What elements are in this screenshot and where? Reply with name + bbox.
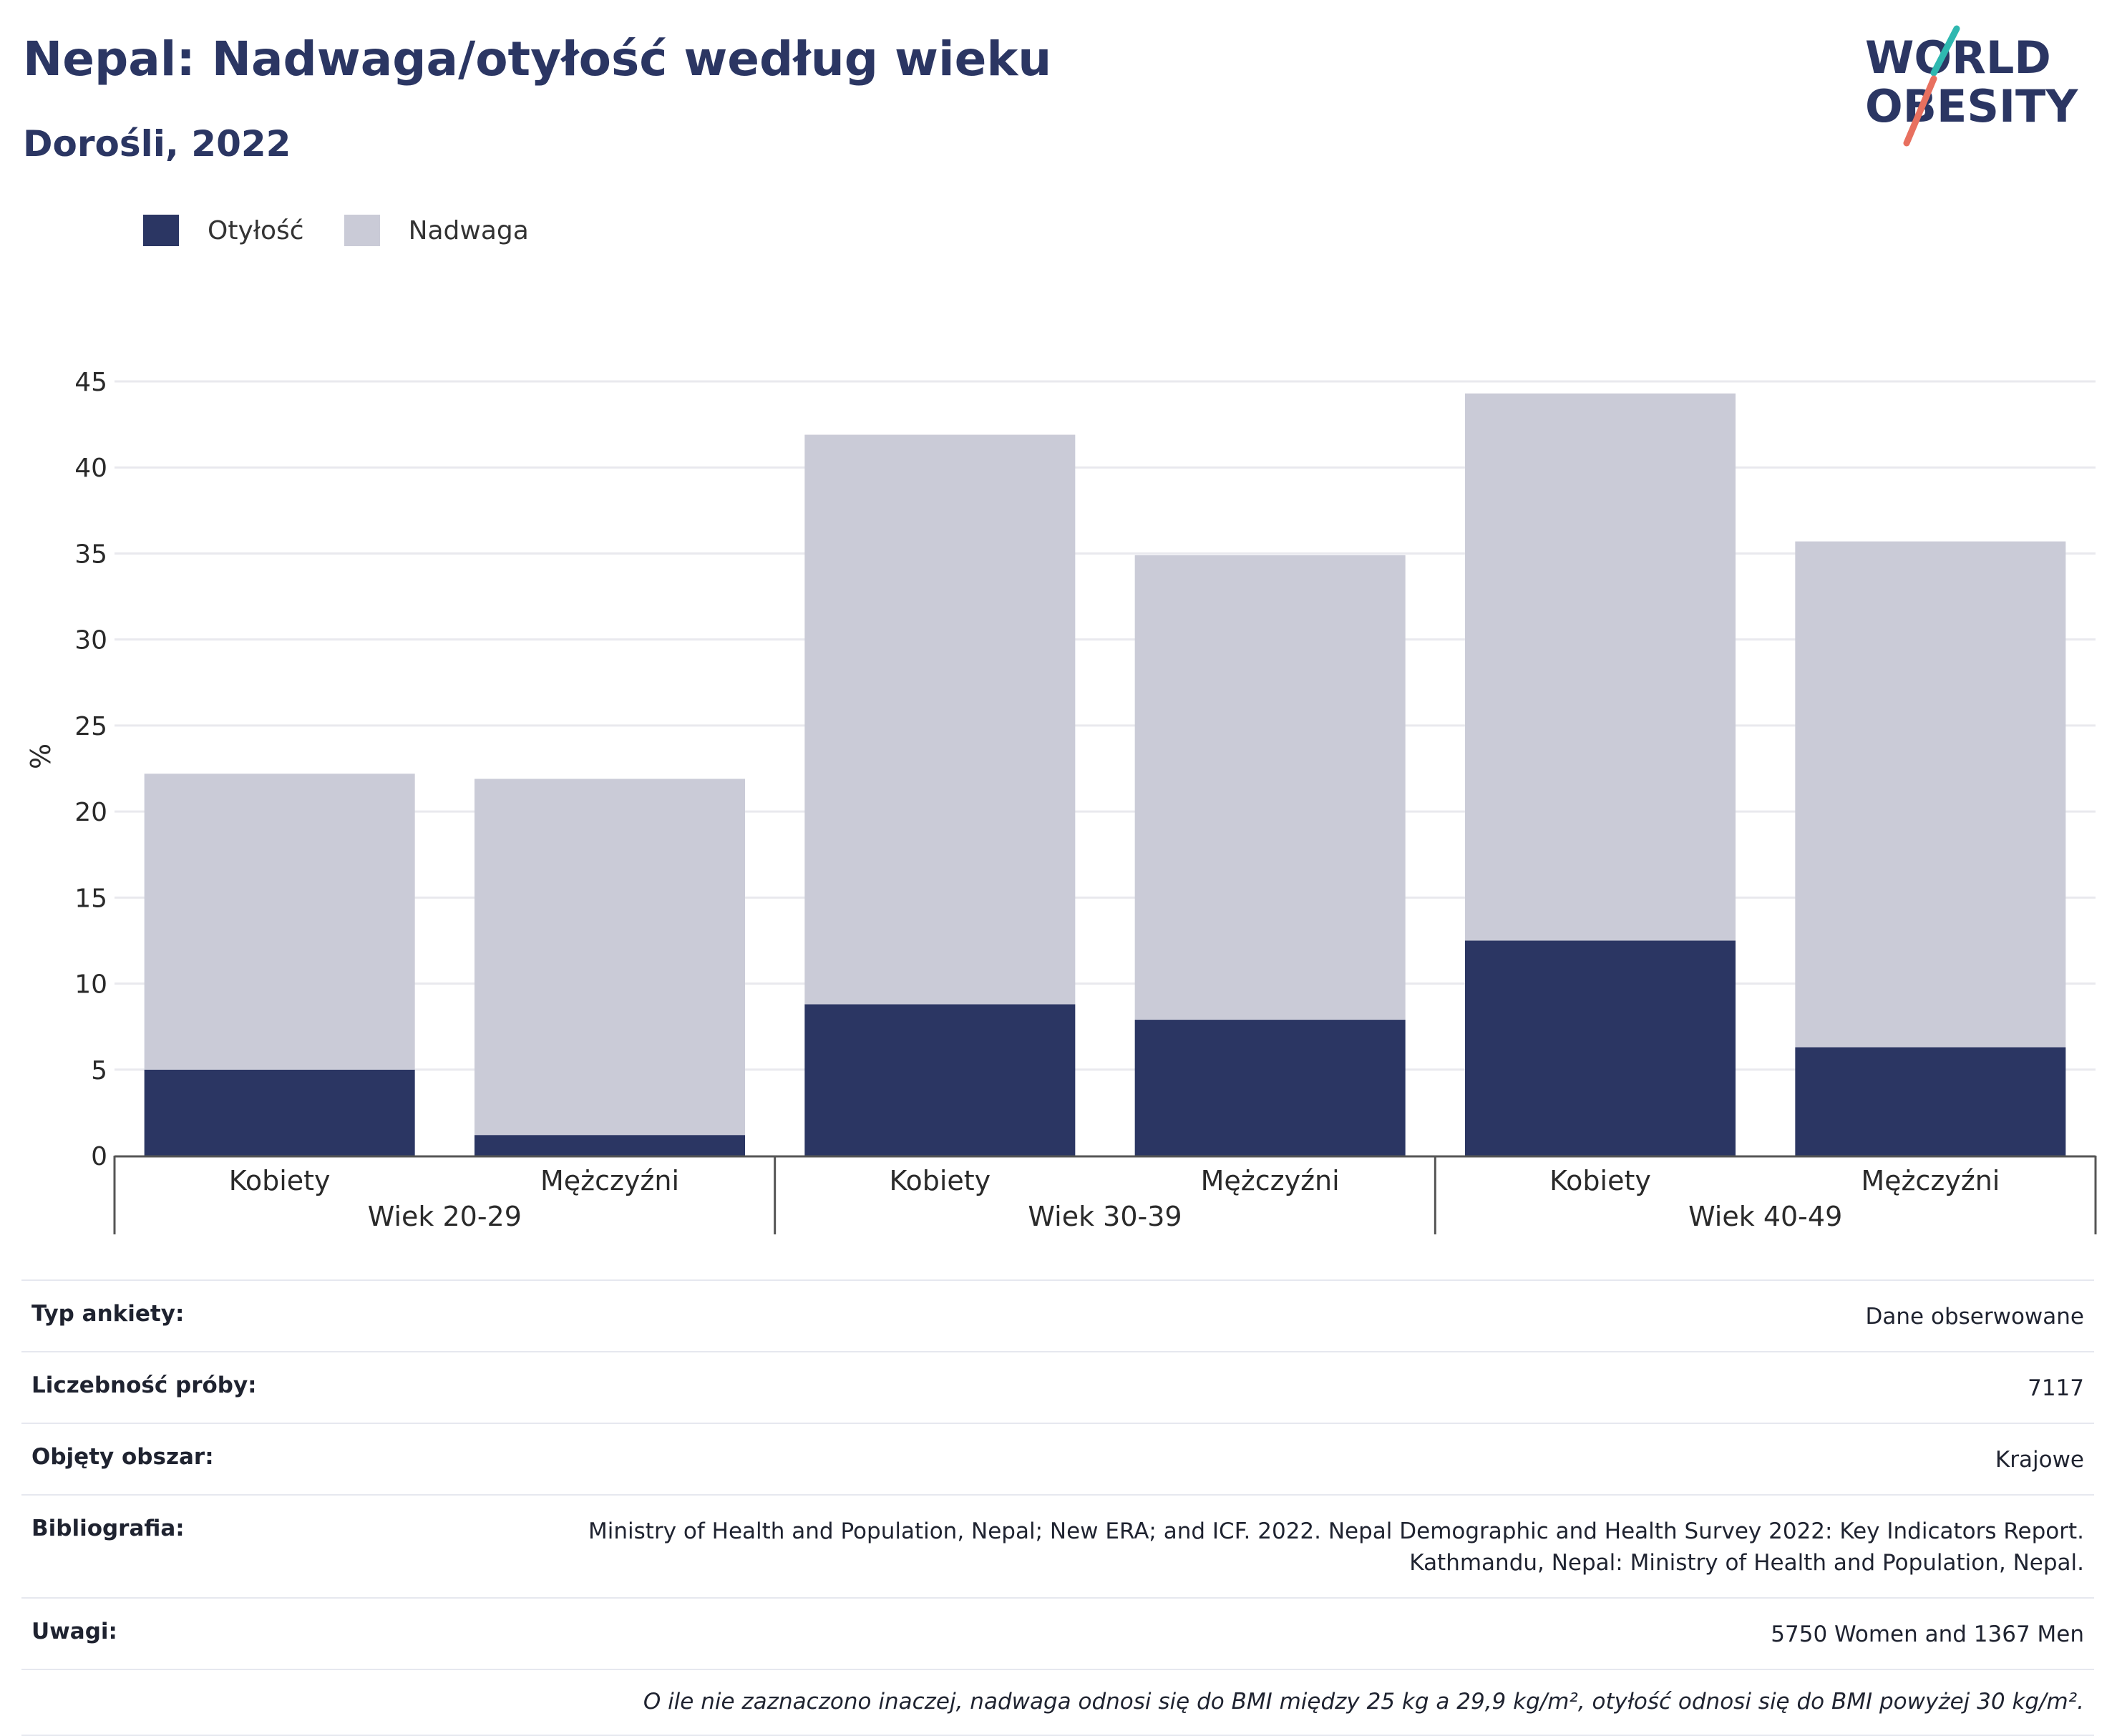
y-tick-label: 0 xyxy=(91,1142,107,1171)
bar-otylosc-5 xyxy=(1795,1047,2066,1156)
legend-swatch-otylosc xyxy=(143,215,179,246)
meta-value: Ministry of Health and Population, Nepal… xyxy=(588,1516,2084,1579)
y-tick-label: 10 xyxy=(74,970,107,1000)
y-tick-label: 20 xyxy=(74,798,107,827)
legend-label-nadwaga: Nadwaga xyxy=(408,215,529,245)
bmi-definition-note: O ile nie zaznaczono inaczej, nadwaga od… xyxy=(21,1669,2094,1736)
meta-row-typ-ankiety: Typ ankiety: Dane obserwowane xyxy=(21,1279,2094,1351)
meta-row-liczebnosc: Liczebność próby: 7117 xyxy=(21,1351,2094,1423)
meta-value: Krajowe xyxy=(1995,1447,2084,1473)
meta-key: Bibliografia: xyxy=(31,1516,185,1541)
legend-swatch-nadwaga xyxy=(344,215,380,246)
logo-line-2: OBESITY xyxy=(1865,80,2078,132)
meta-value: 7117 xyxy=(2028,1375,2084,1401)
y-tick-label: 30 xyxy=(74,626,107,655)
x-tick-label: Mężczyźni xyxy=(1861,1165,2000,1196)
legend-item-nadwaga[interactable]: Nadwaga xyxy=(344,215,529,246)
x-tick-label: Mężczyźni xyxy=(1201,1165,1340,1196)
bar-otylosc-2 xyxy=(804,1004,1076,1156)
legend-item-otylosc[interactable]: Otyłość xyxy=(143,215,304,246)
meta-value: 5750 Women and 1367 Men xyxy=(1771,1622,2084,1647)
bar-nadwaga-0 xyxy=(144,774,415,1070)
bar-nadwaga-5 xyxy=(1795,541,2066,1048)
meta-key: Liczebność próby: xyxy=(31,1372,257,1398)
bar-nadwaga-1 xyxy=(474,779,745,1136)
x-tick-label: Kobiety xyxy=(889,1165,991,1196)
bar-otylosc-1 xyxy=(474,1135,745,1156)
bar-nadwaga-2 xyxy=(804,434,1076,1005)
meta-key: Uwagi: xyxy=(31,1619,117,1644)
y-tick-label: 45 xyxy=(74,368,107,397)
bar-nadwaga-4 xyxy=(1465,393,1736,941)
logo-line-1: WORLD xyxy=(1865,31,2051,84)
x-tick-label: Kobiety xyxy=(1549,1165,1651,1196)
bar-nadwaga-3 xyxy=(1134,555,1406,1020)
x-group-label: Wiek 20-29 xyxy=(368,1201,522,1232)
world-obesity-logo: WORLD OBESITY xyxy=(1865,25,2078,147)
x-group-label: Wiek 30-39 xyxy=(1028,1201,1182,1232)
y-tick-label: 5 xyxy=(91,1056,107,1086)
bar-otylosc-3 xyxy=(1134,1020,1406,1156)
legend: Otyłość Nadwaga xyxy=(143,215,569,246)
legend-label-otylosc: Otyłość xyxy=(208,215,304,245)
x-tick-label: Mężczyźni xyxy=(540,1165,679,1196)
bibliography-line-2: Kathmandu, Nepal: Ministry of Health and… xyxy=(1409,1550,2084,1576)
y-tick-label: 15 xyxy=(74,884,107,913)
survey-metadata: Typ ankiety: Dane obserwowane Liczebność… xyxy=(21,1279,2094,1736)
meta-row-bibliografia: Bibliografia: Ministry of Health and Pop… xyxy=(21,1494,2094,1597)
y-tick-label: 25 xyxy=(74,712,107,741)
chart-title: Nepal: Nadwaga/otyłość według wieku xyxy=(23,31,1052,87)
bar-otylosc-0 xyxy=(144,1069,415,1156)
chart-subtitle: Dorośli, 2022 xyxy=(23,123,291,165)
meta-row-uwagi: Uwagi: 5750 Women and 1367 Men xyxy=(21,1597,2094,1669)
y-tick-label: 40 xyxy=(74,454,107,483)
bar-otylosc-4 xyxy=(1465,940,1736,1156)
y-axis-label: % xyxy=(25,743,57,769)
meta-value: Dane obserwowane xyxy=(1865,1304,2084,1330)
y-tick-label: 35 xyxy=(74,540,107,569)
bar-chart: 0 5 10 15 20 25 30 35 40 45% Kobiety Mężczyźni Kobie… xyxy=(25,368,2097,1234)
x-tick-label: Kobiety xyxy=(229,1165,331,1196)
meta-key: Typ ankiety: xyxy=(31,1301,185,1327)
meta-key: Objęty obszar: xyxy=(31,1444,214,1470)
meta-row-obszar: Objęty obszar: Krajowe xyxy=(21,1423,2094,1494)
x-group-label: Wiek 40-49 xyxy=(1688,1201,1842,1232)
bibliography-line-1: Ministry of Health and Population, Nepal… xyxy=(588,1518,2084,1544)
